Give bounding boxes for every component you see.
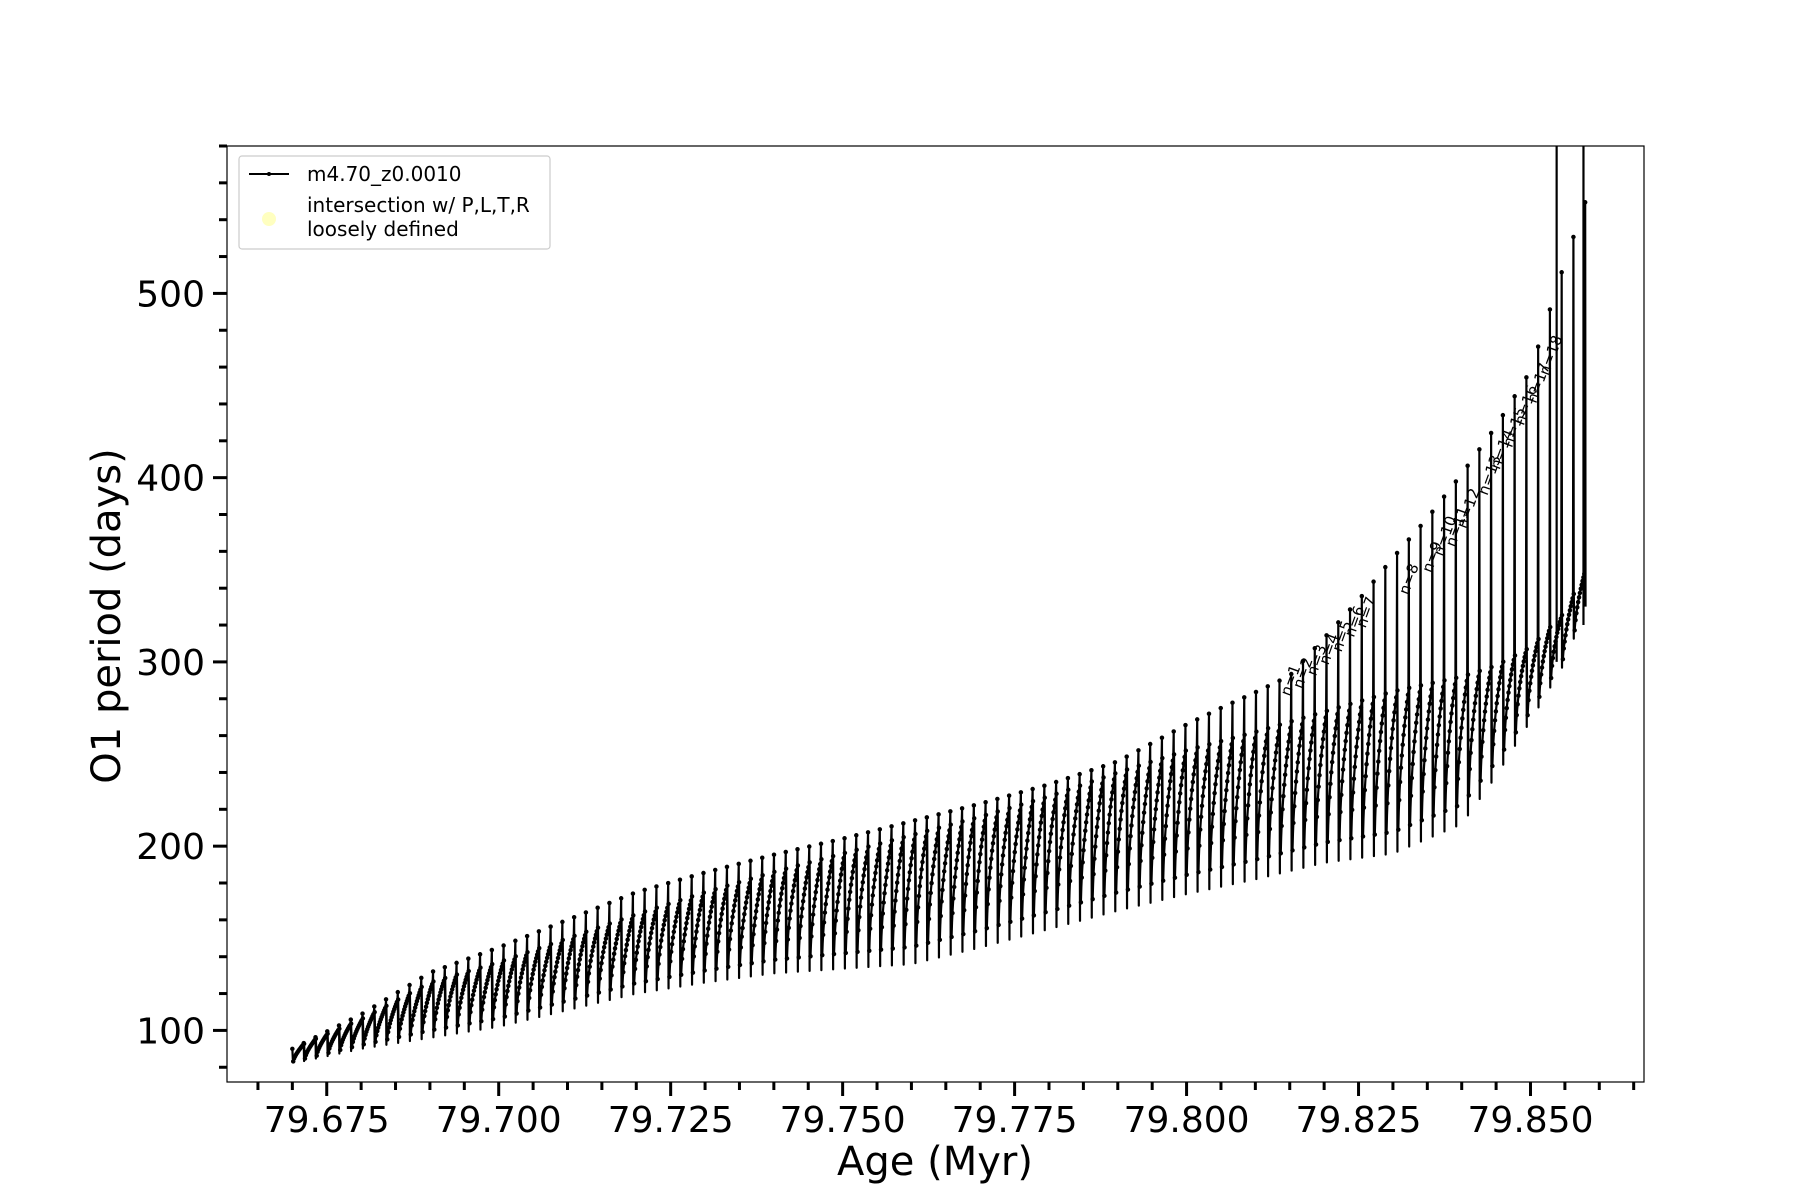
- y-axis-label: O1 period (days): [84, 448, 130, 783]
- x-tick-label: 79.750: [780, 1100, 906, 1141]
- plot-frame: [226, 145, 1645, 1083]
- y-tick-label: 100: [136, 1011, 205, 1052]
- series-markers-0: [290, 200, 1588, 1064]
- x-axis-label: Age (Myr): [837, 1139, 1033, 1185]
- legend-point-swatch: [262, 212, 276, 226]
- axes-layer: [226, 145, 1645, 1083]
- y-tick-label: 300: [136, 643, 205, 684]
- x-tick-label: 79.700: [436, 1100, 562, 1141]
- x-tick-label: 79.850: [1468, 1100, 1594, 1141]
- legend-line-marker: [267, 172, 271, 176]
- x-tick-label: 79.675: [264, 1100, 390, 1141]
- legend-label-intersection: intersection w/ P,L,T,R loosely defined: [307, 193, 536, 241]
- legend-label-intersection-line-2: loosely defined: [307, 217, 459, 241]
- legend: m4.70_z0.0010 intersection w/ P,L,T,R lo…: [238, 155, 551, 250]
- x-tick-label: 79.725: [608, 1100, 734, 1141]
- legend-label-intersection-line-1: intersection w/ P,L,T,R: [307, 193, 530, 217]
- x-tick-label: 79.825: [1296, 1100, 1422, 1141]
- y-axis-ticks: 100 200 300 400 500: [136, 144, 227, 1069]
- y-tick-label: 400: [136, 459, 205, 500]
- series-layer: [290, 146, 1588, 1064]
- legend-box: [238, 155, 551, 250]
- x-tick-label: 79.775: [952, 1100, 1078, 1141]
- x-axis-ticks: 79.675 79.700 79.725 79.750 79.775 79.800 79.8…: [256, 1082, 1636, 1141]
- y-tick-label: 500: [136, 274, 205, 315]
- y-tick-label: 200: [136, 827, 205, 868]
- legend-label-series: m4.70_z0.0010: [307, 162, 462, 186]
- x-tick-label: 79.800: [1124, 1100, 1250, 1141]
